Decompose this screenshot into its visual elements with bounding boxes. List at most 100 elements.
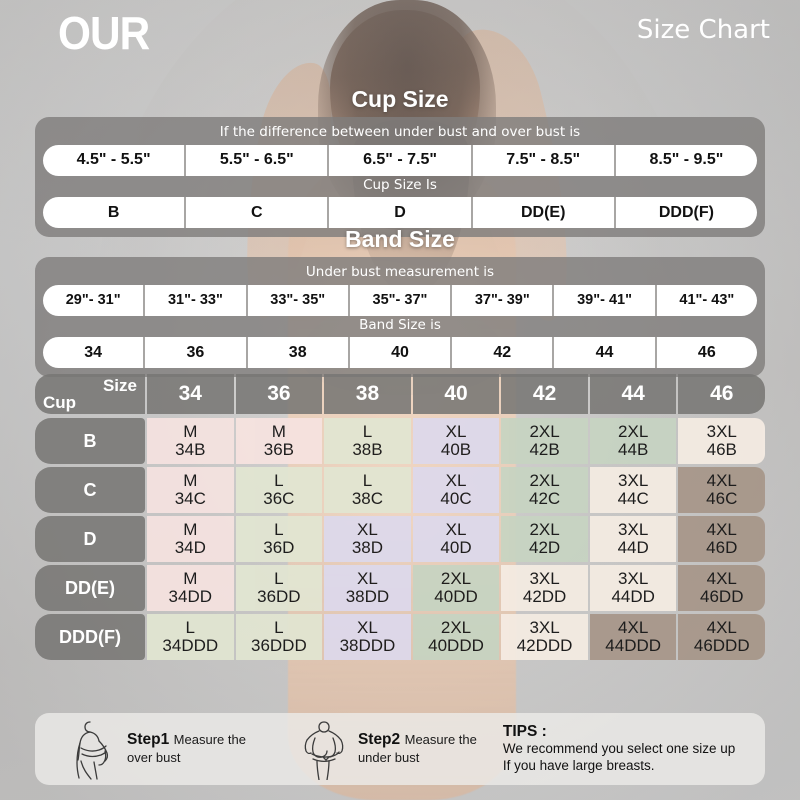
matrix-cell-code: 40D <box>440 538 472 557</box>
matrix-cell-46D[interactable]: 4XL 46D <box>678 516 766 562</box>
cup-letter-cell-2: D <box>329 197 473 229</box>
matrix-column-header-34: 34 <box>147 374 234 414</box>
matrix-cell-size: M <box>183 422 198 442</box>
band-size-panel: Under bust measurement is 29"- 31" 31"- 3… <box>35 257 765 378</box>
matrix-cell-code: 42B <box>529 440 560 459</box>
cup-range-row: 4.5" - 5.5" 5.5" - 6.5" 6.5" - 7.5" 7.5" - … <box>43 144 757 176</box>
matrix-cell-40D[interactable]: XL 40D <box>412 516 500 562</box>
matrix-cell-38DDD[interactable]: XL 38DDD <box>324 614 411 660</box>
matrix-cell-38C[interactable]: L 38C <box>324 467 411 513</box>
matrix-cell-code: 46DDD <box>693 636 750 655</box>
tips-line2: If you have large breasts. <box>502 758 655 774</box>
matrix-cell-36C[interactable]: L 36C <box>235 467 323 513</box>
matrix-cell-code: 44DD <box>611 587 655 606</box>
matrix-cell-code: 42C <box>529 489 561 508</box>
measure-under-bust-icon <box>298 718 350 781</box>
matrix-cell-size: 4XL <box>706 618 737 638</box>
cup-size-heading: Cup Size <box>351 86 449 112</box>
cup-size-section: Cup Size If the difference between under… <box>35 86 765 238</box>
matrix-cell-code: 42DDD <box>516 636 573 655</box>
matrix-cell-size: 4XL <box>618 618 649 638</box>
cup-range-cell-1: 5.5" - 6.5" <box>186 144 330 176</box>
matrix-cell-44DD[interactable]: 3XL 44DD <box>589 565 677 611</box>
matrix-row: C M 34C L 36C L 38C XL 40C 2XL 42C 3XL 44C 4XL 46C <box>35 467 766 513</box>
matrix-cell-34DDD[interactable]: L 34DDD <box>147 614 234 660</box>
matrix-cell-36B[interactable]: M 36B <box>235 418 323 464</box>
matrix-cell-size: 2XL <box>618 422 649 442</box>
matrix-cell-36D[interactable]: L 36D <box>235 516 323 562</box>
matrix-row: D M 34D L 36D XL 38D XL 40D 2XL 42D 3XL 44D 4XL 46D <box>35 516 766 562</box>
cup-size-caption-mid: Cup Size Is <box>363 176 437 193</box>
matrix-cell-size: 3XL <box>618 569 649 589</box>
cup-size-panel: If the difference between under bust and… <box>35 117 765 238</box>
matrix-cell-size: 4XL <box>706 471 737 491</box>
matrix-cell-code: 40C <box>440 489 472 508</box>
matrix-cell-code: 36B <box>263 440 294 459</box>
matrix-cell-size: 2XL <box>529 471 560 491</box>
matrix-cell-46B[interactable]: 3XL 46B <box>678 418 766 464</box>
measure-over-bust-icon <box>67 718 119 780</box>
matrix-row-label-B: B <box>35 418 145 464</box>
matrix-cell-38D[interactable]: XL 38D <box>324 516 411 562</box>
matrix-column-header-36: 36 <box>235 374 323 414</box>
footer-bar: Step1 Measure the over bust <box>35 713 765 785</box>
matrix-cell-code: 44C <box>617 489 649 508</box>
matrix-cell-40B[interactable]: XL 40B <box>412 418 500 464</box>
matrix-cell-46DDD[interactable]: 4XL 46DDD <box>678 614 766 660</box>
matrix-size-label: Size <box>102 376 137 395</box>
matrix-cell-44C[interactable]: 3XL 44C <box>589 467 677 513</box>
matrix-cell-46C[interactable]: 4XL 46C <box>678 467 766 513</box>
matrix-header-row: Size Cup 34 36 38 40 42 44 46 <box>35 374 766 414</box>
matrix-cell-44D[interactable]: 3XL 44D <box>589 516 677 562</box>
band-range-cell-2: 33"- 35" <box>248 284 350 316</box>
matrix-cell-size: 2XL <box>440 569 472 589</box>
matrix-cell-40DD[interactable]: 2XL 40DD <box>412 565 500 611</box>
band-range-cell-1: 31"- 33" <box>145 284 248 316</box>
matrix-cell-size: XL <box>445 520 467 540</box>
matrix-cell-34B[interactable]: M 34B <box>147 418 234 464</box>
matrix-cell-size: XL <box>445 471 467 491</box>
matrix-cell-46DD[interactable]: 4XL 46DD <box>678 565 766 611</box>
step1-desc: Measure the over bust <box>127 732 246 765</box>
matrix-row-label-D: D <box>35 516 145 562</box>
matrix-cell-size: 3XL <box>618 520 649 540</box>
matrix-column-header-42: 42 <box>501 374 588 414</box>
matrix-cell-42DD[interactable]: 3XL 42DD <box>501 565 588 611</box>
matrix-cell-42B[interactable]: 2XL 42B <box>501 418 588 464</box>
matrix-cell-size: 4XL <box>706 569 737 589</box>
matrix-cell-44DDD[interactable]: 4XL 44DDD <box>589 614 677 660</box>
matrix-cell-40C[interactable]: XL 40C <box>412 467 500 513</box>
matrix-cell-code: 34B <box>175 440 206 459</box>
matrix-cell-code: 36DD <box>257 587 301 606</box>
matrix-cell-38B[interactable]: L 38B <box>324 418 411 464</box>
band-number-cell-0: 34 <box>43 337 146 369</box>
matrix-cell-34C[interactable]: M 34C <box>147 467 234 513</box>
matrix-cell-40DDD[interactable]: 2XL 40DDD <box>412 614 500 660</box>
matrix-cell-42C[interactable]: 2XL 42C <box>501 467 588 513</box>
band-number-cell-4: 42 <box>452 337 555 369</box>
matrix-cell-code: 46DD <box>700 587 744 606</box>
step1-text: Step1 Measure the over bust <box>127 731 246 767</box>
cup-letter-cell-4: DDD(F) <box>658 203 714 221</box>
matrix-cell-36DD[interactable]: L 36DD <box>235 565 323 611</box>
band-size-heading: Band Size <box>345 226 455 252</box>
matrix-cell-34D[interactable]: M 34D <box>147 516 234 562</box>
cup-range-cell-0: 4.5" - 5.5" <box>43 144 187 176</box>
matrix-cell-size: L <box>274 520 284 540</box>
matrix-cell-code: 36DDD <box>250 636 307 655</box>
matrix-cell-42DDD[interactable]: 3XL 42DDD <box>501 614 588 660</box>
matrix-cell-44B[interactable]: 2XL 44B <box>589 418 677 464</box>
matrix-cell-size: 2XL <box>529 520 560 540</box>
matrix-cell-code: 44B <box>618 440 649 459</box>
matrix-cell-code: 38DD <box>345 587 390 606</box>
step2-desc: Measure the under bust <box>358 732 477 765</box>
matrix-cell-38DD[interactable]: XL 38DD <box>324 565 411 611</box>
matrix-cell-code: 42D <box>529 538 561 557</box>
cup-letter-cell-3: DD(E) <box>473 197 616 229</box>
matrix-cell-size: L <box>362 422 373 442</box>
matrix-cell-34DD[interactable]: M 34DD <box>147 565 234 611</box>
band-range-row: 29"- 31" 31"- 33" 33"- 35" 35"- 37" 37"- 39"… <box>43 284 757 316</box>
matrix-cell-36DDD[interactable]: L 36DDD <box>235 614 323 660</box>
matrix-cell-42D[interactable]: 2XL 42D <box>501 516 588 562</box>
matrix-cell-size: M <box>271 422 286 442</box>
